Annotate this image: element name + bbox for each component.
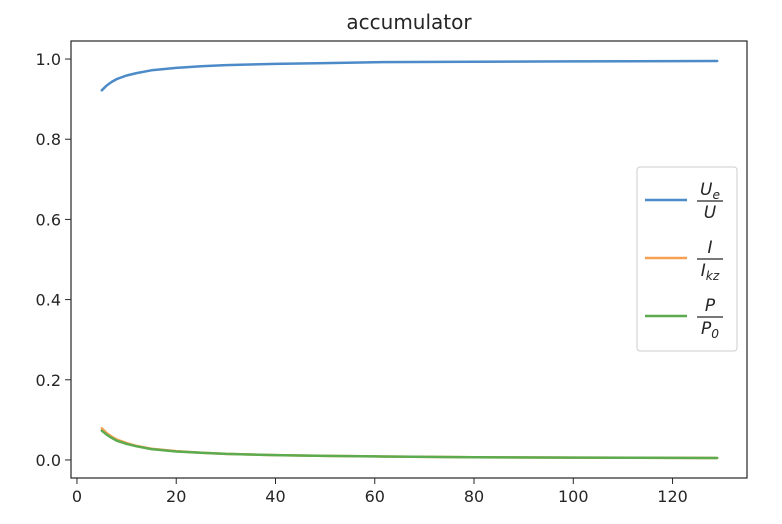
x-tick-label: 80 xyxy=(464,487,484,506)
legend-symbol: I xyxy=(707,238,712,258)
y-axis: 0.0 0.2 0.4 0.6 0.8 1.0 xyxy=(36,50,71,470)
series-line-0 xyxy=(100,59,719,92)
plot-frame xyxy=(70,40,748,479)
y-tick-label: 1.0 xyxy=(36,50,61,69)
x-tick-label: 0 xyxy=(72,487,82,506)
y-tick-label: 0.2 xyxy=(36,371,61,390)
legend-symbol: U xyxy=(700,180,713,200)
legend-symbol: U xyxy=(704,203,717,223)
x-tick-label: 60 xyxy=(365,487,385,506)
legend-label: P xyxy=(705,296,716,316)
y-tick-label: 0.4 xyxy=(36,291,61,310)
y-tick-label: 0.8 xyxy=(36,130,61,149)
legend-symbol: P xyxy=(705,296,716,316)
series-line-2 xyxy=(100,429,719,460)
legend-symbol: I xyxy=(701,261,706,281)
y-tick-label: 0.6 xyxy=(36,210,61,229)
x-tick-label: 20 xyxy=(166,487,186,506)
legend-label: Ue xyxy=(700,180,720,202)
x-tick-label: 120 xyxy=(657,487,688,506)
legend-subscript: e xyxy=(712,188,720,202)
chart-title: accumulator xyxy=(346,10,472,34)
legend-label: P0 xyxy=(701,319,719,341)
x-axis: 0 20 40 60 80 100 120 xyxy=(72,478,688,506)
legend-label: I xyxy=(707,238,712,258)
legend-label: U xyxy=(704,203,717,223)
legend-entry-2: PP0 xyxy=(645,296,723,341)
legend-symbol: P xyxy=(701,319,712,339)
legend-subscript: kz xyxy=(706,269,720,283)
y-tick-label: 0.0 xyxy=(36,451,61,470)
series-lines xyxy=(100,59,719,460)
x-tick-label: 100 xyxy=(558,487,589,506)
legend-label: Ikz xyxy=(701,261,720,283)
plot-area xyxy=(71,41,747,478)
x-tick-label: 40 xyxy=(265,487,285,506)
legend-subscript: 0 xyxy=(711,327,719,341)
legend-entry-0: UeU xyxy=(645,180,723,223)
